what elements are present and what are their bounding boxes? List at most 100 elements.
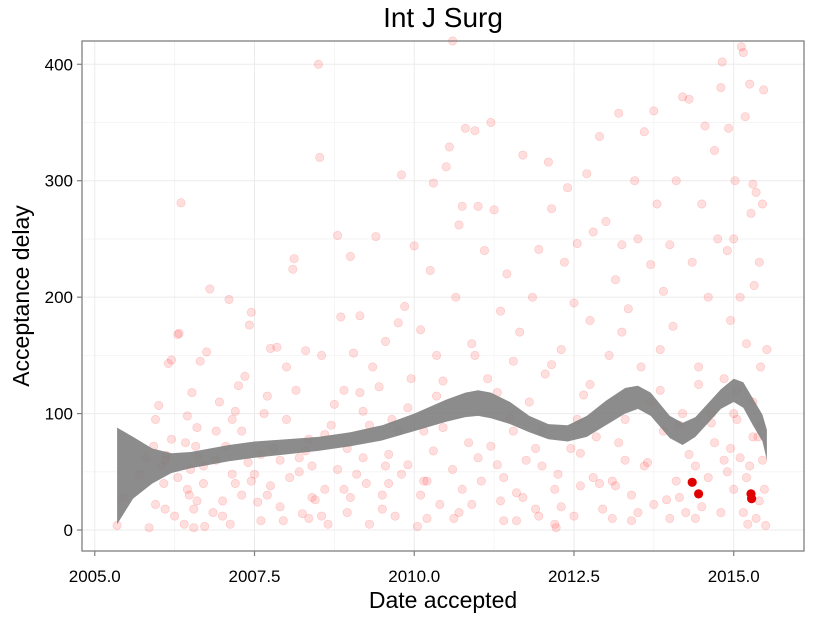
data-point [355, 388, 365, 398]
data-point [748, 179, 758, 189]
data-point [521, 455, 531, 465]
data-point [719, 374, 729, 384]
data-point [191, 441, 201, 451]
data-point [499, 473, 509, 483]
data-point [551, 523, 561, 533]
data-point [671, 476, 681, 486]
data-point [400, 301, 410, 311]
data-point [448, 464, 458, 474]
data-point [626, 490, 636, 500]
data-point [738, 508, 748, 518]
data-point [173, 473, 183, 483]
data-point [326, 420, 336, 430]
data-point [339, 484, 349, 494]
data-point [451, 292, 461, 302]
data-point [202, 347, 212, 357]
data-point [511, 488, 521, 498]
x-axis-title: Date accepted [369, 587, 517, 613]
data-point [716, 508, 726, 518]
data-point [160, 504, 170, 514]
data-point [572, 239, 582, 249]
y-tick-label: 200 [45, 288, 73, 307]
data-point [678, 92, 688, 102]
data-point [483, 374, 493, 384]
data-point [336, 312, 346, 322]
data-point [607, 476, 617, 486]
data-point [467, 499, 477, 509]
data-point [553, 469, 563, 479]
highlight-points [687, 477, 757, 504]
data-point [524, 397, 534, 407]
data-point [184, 490, 194, 500]
data-point [617, 240, 627, 250]
data-point [678, 409, 688, 419]
data-point [709, 146, 719, 156]
data-point [265, 481, 275, 491]
data-point [579, 390, 589, 400]
data-point [409, 241, 419, 251]
data-point [757, 455, 767, 465]
data-point [154, 400, 164, 410]
data-point [151, 414, 161, 424]
data-point [575, 448, 585, 458]
data-point [182, 411, 192, 421]
data-point [200, 521, 210, 531]
data-point [646, 260, 656, 270]
data-point [364, 519, 374, 529]
data-point [384, 478, 394, 488]
data-point [556, 345, 566, 355]
data-point [756, 362, 766, 372]
data-point [725, 315, 735, 325]
data-point [218, 496, 228, 506]
data-point [668, 321, 678, 331]
data-point [227, 414, 237, 424]
data-point [601, 217, 611, 227]
data-point [633, 234, 643, 244]
data-point [642, 457, 652, 467]
data-point [639, 461, 649, 471]
x-tick-label: 2015.0 [708, 567, 760, 586]
data-point [246, 476, 256, 486]
data-point [547, 204, 557, 214]
data-point [566, 443, 576, 453]
smooth-band [117, 378, 767, 525]
y-tick-label: 0 [64, 521, 73, 540]
data-point [281, 362, 291, 372]
data-point [527, 292, 537, 302]
data-point [163, 358, 173, 368]
data-point [173, 329, 183, 339]
data-point [301, 346, 311, 356]
data-point [585, 315, 595, 325]
data-point [240, 371, 250, 381]
data-point [428, 178, 438, 188]
data-point [694, 379, 704, 389]
data-point [214, 397, 224, 407]
data-point [237, 426, 247, 436]
data-point [623, 304, 633, 314]
data-point [649, 499, 659, 509]
data-point [684, 94, 694, 104]
data-point [694, 362, 704, 372]
data-point [725, 443, 735, 453]
data-point [289, 254, 299, 264]
data-point [432, 350, 442, 360]
data-point [690, 461, 700, 471]
data-point [531, 443, 541, 453]
data-point [662, 495, 672, 505]
data-point [181, 438, 191, 448]
data-point [588, 227, 598, 237]
data-point [390, 511, 400, 521]
data-point [639, 127, 649, 137]
data-point [275, 502, 285, 512]
data-point [547, 360, 557, 370]
data-point [722, 467, 732, 477]
data-point [457, 484, 467, 494]
data-point [412, 521, 422, 531]
data-point [259, 409, 269, 419]
data-point [681, 508, 691, 518]
data-point [422, 513, 432, 523]
data-point [406, 374, 416, 384]
data-point [543, 157, 553, 167]
data-point [585, 379, 595, 389]
data-point [473, 201, 483, 211]
